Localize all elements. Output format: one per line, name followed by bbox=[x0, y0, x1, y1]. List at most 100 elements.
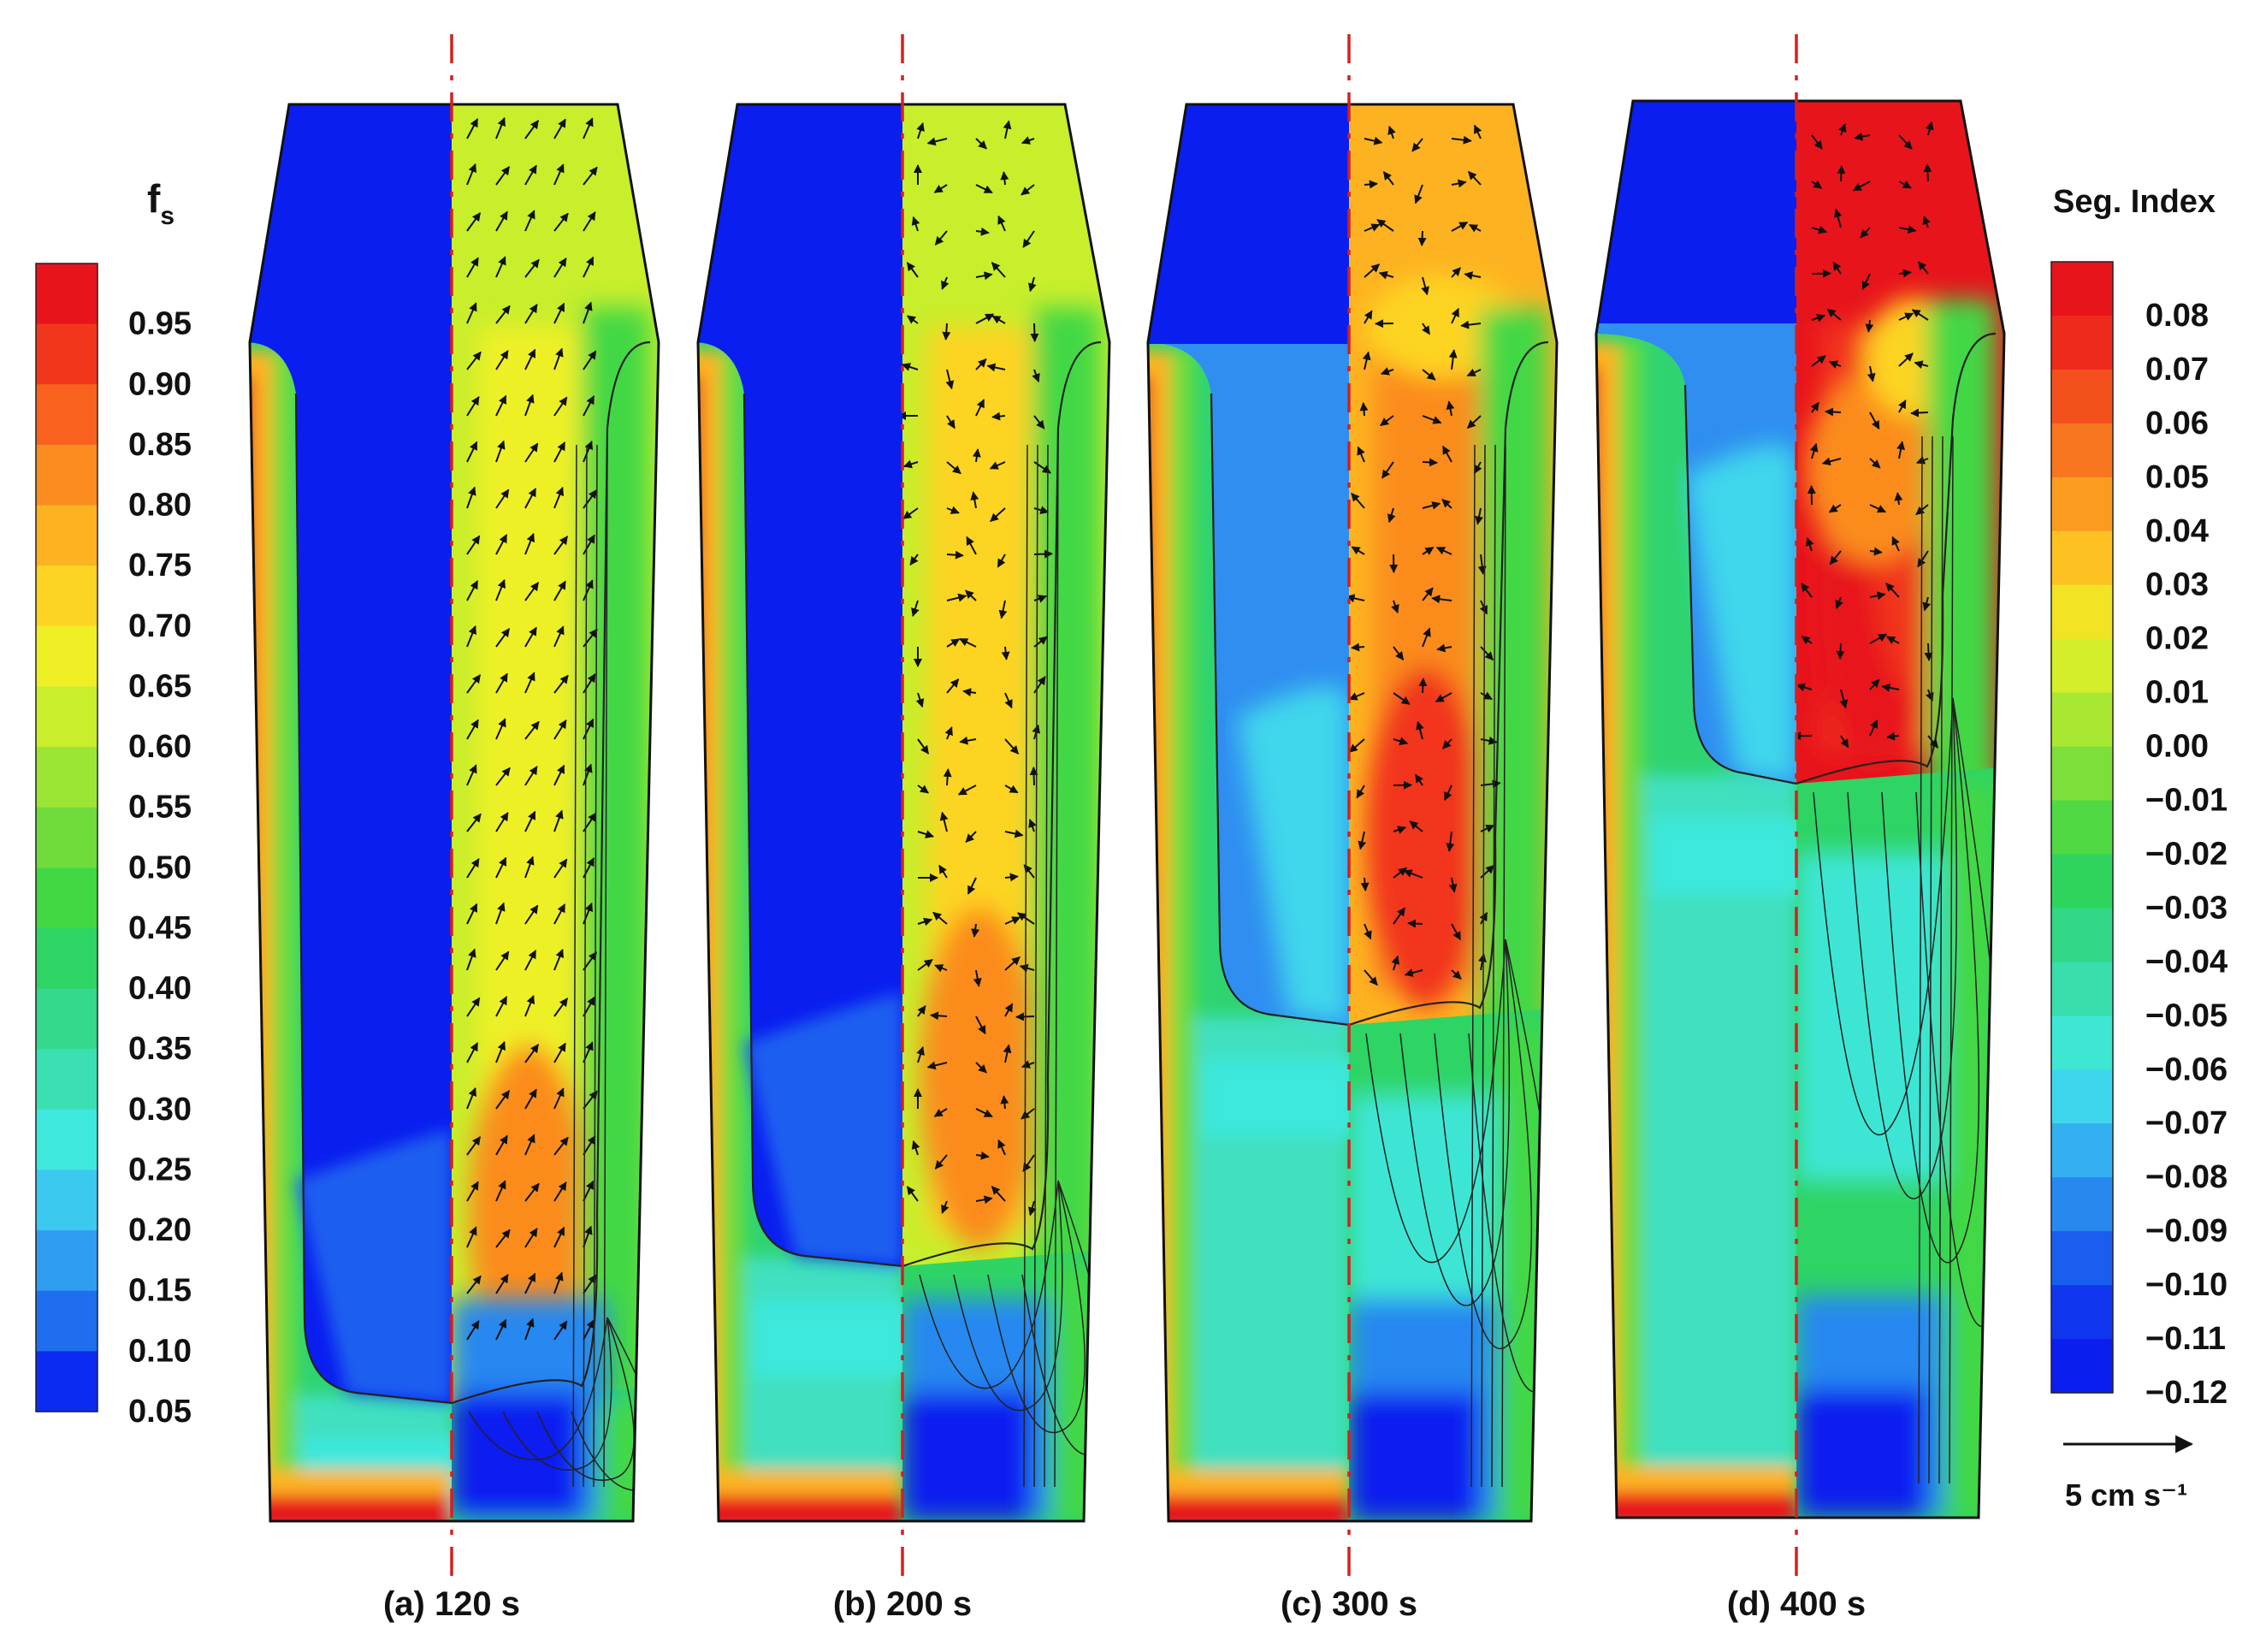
seg-bar-frame bbox=[2050, 261, 2114, 1394]
fs-bar-frame bbox=[35, 263, 98, 1412]
fs-tick-label: 0.90 bbox=[128, 366, 192, 402]
panel-caption: (b) 200 s bbox=[833, 1585, 972, 1623]
fs-swatch bbox=[36, 1109, 98, 1171]
fs-tick-label: 0.45 bbox=[128, 910, 192, 946]
seg-swatch bbox=[2051, 1015, 2113, 1070]
streamlines bbox=[468, 444, 659, 1491]
seg-swatch bbox=[2051, 584, 2113, 640]
seg-index-tick-labels: 0.08 0.07 0.06 0.05 0.04 0.03 0.02 0.01 0.00 −0.0… bbox=[2145, 298, 2227, 1411]
fs-legend-title: fs bbox=[147, 176, 175, 230]
seg-tick-label: 0.01 bbox=[2145, 675, 2209, 711]
fs-tick-label: 0.30 bbox=[128, 1092, 192, 1128]
seg-swatch bbox=[2051, 1069, 2113, 1124]
seg-swatch bbox=[2051, 1285, 2113, 1340]
panel-c: (c) 300 s bbox=[1146, 34, 1559, 1623]
panel-b: (b) 200 s bbox=[696, 34, 1111, 1623]
seg-tick-label: −0.09 bbox=[2145, 1213, 2227, 1249]
velocity-vectors bbox=[466, 116, 598, 1341]
velocity-vectors bbox=[902, 120, 1053, 1217]
fs-tick-label: 0.25 bbox=[128, 1152, 192, 1187]
fs-swatch bbox=[36, 444, 98, 506]
seg-tick-label: 0.06 bbox=[2145, 406, 2209, 441]
ingot-outline bbox=[248, 103, 660, 1523]
fs-swatch bbox=[36, 323, 98, 385]
solid-fraction-field bbox=[1148, 104, 1349, 1521]
seg-swatch bbox=[2051, 477, 2113, 532]
fs-swatch bbox=[36, 807, 98, 868]
panel-a: (a) 120 s bbox=[248, 34, 660, 1623]
seg-tick-label: −0.05 bbox=[2145, 998, 2227, 1033]
fs-tick-label: 0.80 bbox=[128, 488, 192, 524]
seg-swatch bbox=[2051, 1177, 2113, 1232]
seg-tick-label: −0.07 bbox=[2145, 1105, 2227, 1141]
seg-tick-label: −0.02 bbox=[2145, 836, 2227, 872]
fs-swatch bbox=[36, 505, 98, 566]
seg-tick-label: −0.03 bbox=[2145, 890, 2227, 926]
fs-tick-label: 0.55 bbox=[128, 790, 192, 826]
ingot-outline bbox=[696, 103, 1111, 1523]
ingot-outline bbox=[1594, 99, 2006, 1519]
fs-tick-label: 0.20 bbox=[128, 1212, 192, 1248]
velocity-scale: 5 cm s⁻¹ bbox=[2063, 1435, 2194, 1513]
seg-tick-label: 0.05 bbox=[2145, 459, 2209, 495]
seg-tick-label: 0.03 bbox=[2145, 567, 2209, 603]
panel-caption: (a) 120 s bbox=[383, 1585, 520, 1623]
segregation-index-field bbox=[1349, 104, 1557, 1521]
fs-tick-label: 0.85 bbox=[128, 427, 192, 463]
fs-swatch bbox=[36, 747, 98, 808]
seg-tick-label: −0.04 bbox=[2145, 944, 2227, 980]
seg-tick-label: −0.08 bbox=[2145, 1159, 2227, 1195]
fs-legend: fs 0.950.900.850.800.750.700.650.600.550… bbox=[35, 176, 192, 1430]
seg-swatch bbox=[2051, 1123, 2113, 1178]
segregation-index-field bbox=[1796, 101, 2004, 1518]
fs-tick-label: 0.95 bbox=[128, 306, 192, 342]
seg-swatch bbox=[2051, 1231, 2113, 1286]
fs-tick-label: 0.60 bbox=[128, 729, 192, 765]
seg-tick-label: 0.02 bbox=[2145, 621, 2209, 657]
fs-swatch bbox=[36, 867, 98, 929]
fs-color-bar bbox=[35, 263, 98, 1412]
velocity-vectors bbox=[1349, 124, 1501, 986]
seg-tick-label: −0.01 bbox=[2145, 783, 2227, 819]
fs-tick-label: 0.15 bbox=[128, 1273, 192, 1309]
seg-index-legend: Seg. Index 0.080.070.060.050.040.030.020… bbox=[2050, 184, 2227, 1411]
seg-tick-label: 0.07 bbox=[2145, 352, 2209, 388]
segregation-index-field bbox=[452, 104, 659, 1521]
fs-tick-label: 0.70 bbox=[128, 608, 192, 644]
seg-tick-label: −0.06 bbox=[2145, 1051, 2227, 1087]
fs-tick-labels: 0.95 0.90 0.85 0.80 0.75 0.70 0.65 0.60 0.55 0.50… bbox=[128, 306, 192, 1430]
ingot-outline bbox=[1146, 103, 1559, 1523]
fs-swatch bbox=[36, 625, 98, 688]
seg-swatch bbox=[2051, 800, 2113, 856]
fs-swatch bbox=[36, 1351, 98, 1412]
streamlines bbox=[1365, 444, 1557, 1488]
fs-swatch bbox=[36, 1230, 98, 1292]
seg-swatch bbox=[2051, 315, 2113, 370]
seg-swatch bbox=[2051, 530, 2113, 586]
seg-swatch bbox=[2051, 908, 2113, 962]
velocity-scale-label: 5 cm s⁻¹ bbox=[2065, 1477, 2187, 1513]
seg-swatch bbox=[2051, 692, 2113, 748]
seg-swatch bbox=[2051, 1339, 2113, 1394]
fs-swatch bbox=[36, 927, 98, 990]
fs-tick-label: 0.75 bbox=[128, 548, 192, 583]
fs-tick-label: 0.05 bbox=[128, 1394, 192, 1430]
seg-tick-label: −0.12 bbox=[2145, 1375, 2227, 1411]
fs-swatch bbox=[36, 1169, 98, 1231]
fs-swatch bbox=[36, 1290, 98, 1352]
fs-tick-label: 0.35 bbox=[128, 1031, 192, 1067]
panel-d: (d) 400 s bbox=[1594, 34, 2006, 1623]
fs-swatch bbox=[36, 988, 98, 1050]
segregation-index-field bbox=[902, 104, 1109, 1521]
panel-caption: (d) 400 s bbox=[1727, 1585, 1866, 1623]
fs-swatch bbox=[36, 565, 98, 627]
seg-swatch bbox=[2051, 962, 2113, 1016]
seg-swatch bbox=[2051, 369, 2113, 424]
fs-tick-label: 0.50 bbox=[128, 850, 192, 885]
fs-swatch bbox=[36, 263, 98, 325]
fs-tick-label: 0.65 bbox=[128, 668, 192, 704]
seg-swatch bbox=[2051, 854, 2113, 909]
solid-fraction-field bbox=[1596, 101, 1796, 1518]
seg-index-color-bar bbox=[2050, 261, 2114, 1394]
